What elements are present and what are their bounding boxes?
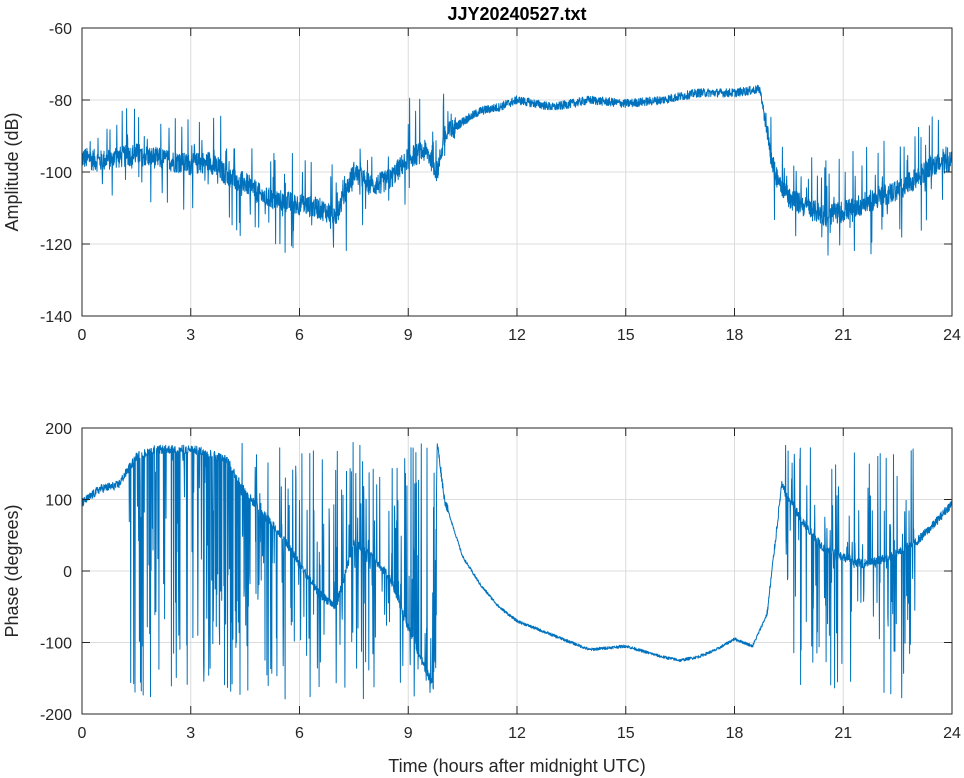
phase-y-tick-label: -200 — [40, 707, 72, 724]
chart-title: JJY20240527.txt — [447, 4, 586, 24]
x-axis-label: Time (hours after midnight UTC) — [388, 756, 645, 776]
phase-y-axis-label: Phase (degrees) — [2, 504, 22, 637]
phase-ticks: 0 3 6 9 12 15 18 21 24 -200 -100 0 100 200 — [40, 421, 961, 742]
phase-y-tick-label: 200 — [45, 421, 72, 438]
amplitude-x-tick-label: 15 — [617, 327, 635, 344]
phase-x-tick-label: 9 — [404, 725, 413, 742]
amplitude-x-tick-label: 6 — [295, 327, 304, 344]
amplitude-x-tick-label: 12 — [508, 327, 526, 344]
amplitude-x-tick-label: 18 — [726, 327, 744, 344]
amplitude-y-axis-label: Amplitude (dB) — [2, 112, 22, 231]
phase-x-tick-label: 3 — [186, 725, 195, 742]
phase-x-tick-label: 12 — [508, 725, 526, 742]
phase-x-tick-label: 21 — [834, 725, 852, 742]
amplitude-y-tick-label: -80 — [49, 93, 72, 110]
phase-x-tick-label: 18 — [726, 725, 744, 742]
amplitude-series-line — [81, 84, 953, 256]
amplitude-y-tick-label: -60 — [49, 21, 72, 38]
amplitude-ticks: 0 3 6 9 12 15 18 21 24 -140 -120 -100 -80 -60 — [40, 21, 961, 344]
amplitude-chart: 0 3 6 9 12 15 18 21 24 -140 -120 -100 -80 -60 JJY2024… — [2, 4, 961, 344]
phase-x-tick-label: 15 — [617, 725, 635, 742]
phase-y-tick-label: -100 — [40, 636, 72, 653]
amplitude-x-tick-label: 0 — [78, 327, 87, 344]
amplitude-x-tick-label: 21 — [834, 327, 852, 344]
amplitude-x-tick-label: 24 — [943, 327, 961, 344]
phase-series-line — [81, 442, 953, 700]
phase-x-tick-label: 24 — [943, 725, 961, 742]
phase-x-tick-label: 0 — [78, 725, 87, 742]
phase-x-tick-label: 6 — [295, 725, 304, 742]
phase-chart: 0 3 6 9 12 15 18 21 24 -200 -100 0 100 200 Phase (deg… — [2, 421, 961, 776]
amplitude-y-tick-label: -120 — [40, 237, 72, 254]
phase-y-tick-label: 0 — [63, 564, 72, 581]
amplitude-y-tick-label: -100 — [40, 165, 72, 182]
amplitude-y-tick-label: -140 — [40, 309, 72, 326]
amplitude-x-tick-label: 9 — [404, 327, 413, 344]
amplitude-x-tick-label: 3 — [186, 327, 195, 344]
phase-y-tick-label: 100 — [45, 493, 72, 510]
